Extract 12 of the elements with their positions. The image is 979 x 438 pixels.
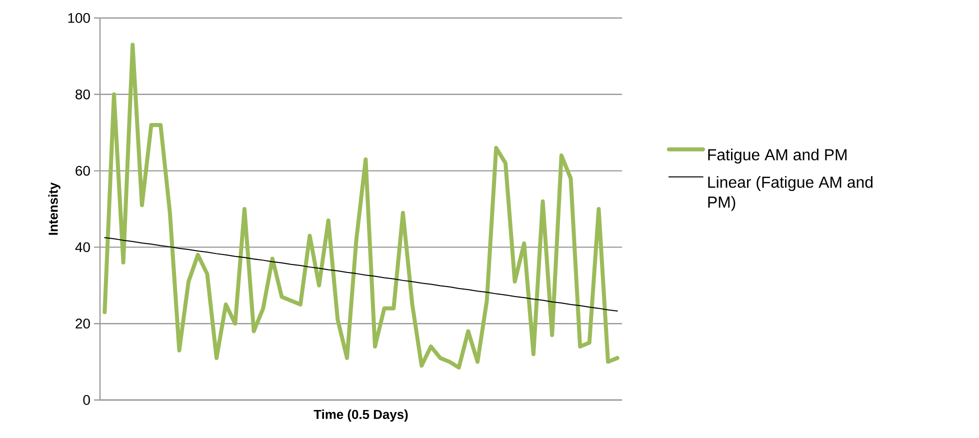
line-series: [104, 237, 618, 312]
legend-label: Fatigue AM and PM: [708, 148, 846, 164]
y-tick-label: 60: [76, 166, 90, 176]
y-tick-label: 40: [75, 242, 90, 252]
y-tick-label: 0: [83, 395, 90, 405]
y-tick-label: 80: [76, 89, 90, 100]
x-axis-title: Time (0.5 Days): [314, 410, 408, 422]
y-tick-label: 20: [76, 318, 90, 329]
y-axis-title: Intensity: [48, 182, 60, 235]
line-series: [102, 42, 620, 370]
y-tick-label: 100: [68, 13, 90, 23]
legend-label: Linear (Fatigue AM and PM): [708, 176, 872, 211]
